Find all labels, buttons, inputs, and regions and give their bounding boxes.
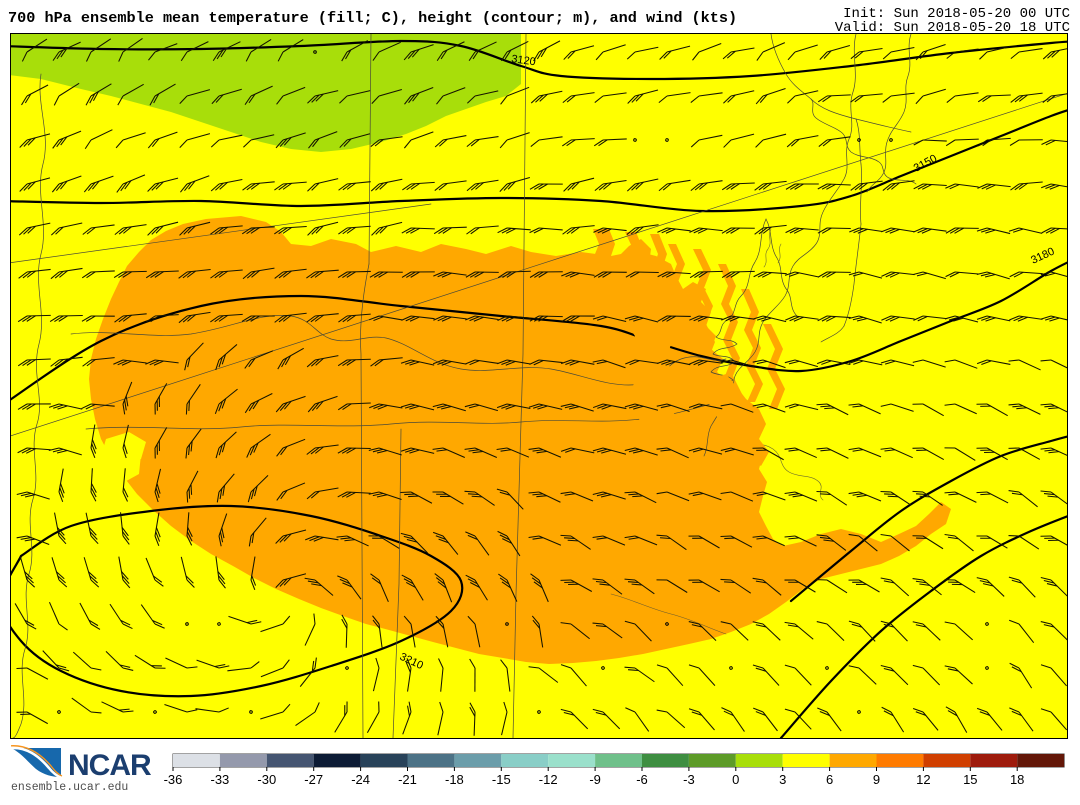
svg-text:-6: -6 xyxy=(636,772,648,787)
svg-text:3: 3 xyxy=(779,772,786,787)
svg-text:18: 18 xyxy=(1010,772,1024,787)
svg-text:-21: -21 xyxy=(398,772,417,787)
svg-text:6: 6 xyxy=(826,772,833,787)
svg-text:-27: -27 xyxy=(304,772,323,787)
svg-text:-33: -33 xyxy=(211,772,230,787)
svg-text:-36: -36 xyxy=(164,772,183,787)
svg-text:-12: -12 xyxy=(539,772,558,787)
svg-text:9: 9 xyxy=(873,772,880,787)
svg-text:-15: -15 xyxy=(492,772,511,787)
svg-text:NCAR: NCAR xyxy=(68,749,152,782)
svg-text:-30: -30 xyxy=(257,772,276,787)
svg-text:ensemble.ucar.edu: ensemble.ucar.edu xyxy=(11,781,128,794)
svg-text:-18: -18 xyxy=(445,772,464,787)
svg-text:-9: -9 xyxy=(589,772,601,787)
svg-text:12: 12 xyxy=(916,772,930,787)
svg-text:0: 0 xyxy=(732,772,739,787)
svg-text:-24: -24 xyxy=(351,772,370,787)
svg-text:15: 15 xyxy=(963,772,977,787)
svg-text:-3: -3 xyxy=(683,772,695,787)
